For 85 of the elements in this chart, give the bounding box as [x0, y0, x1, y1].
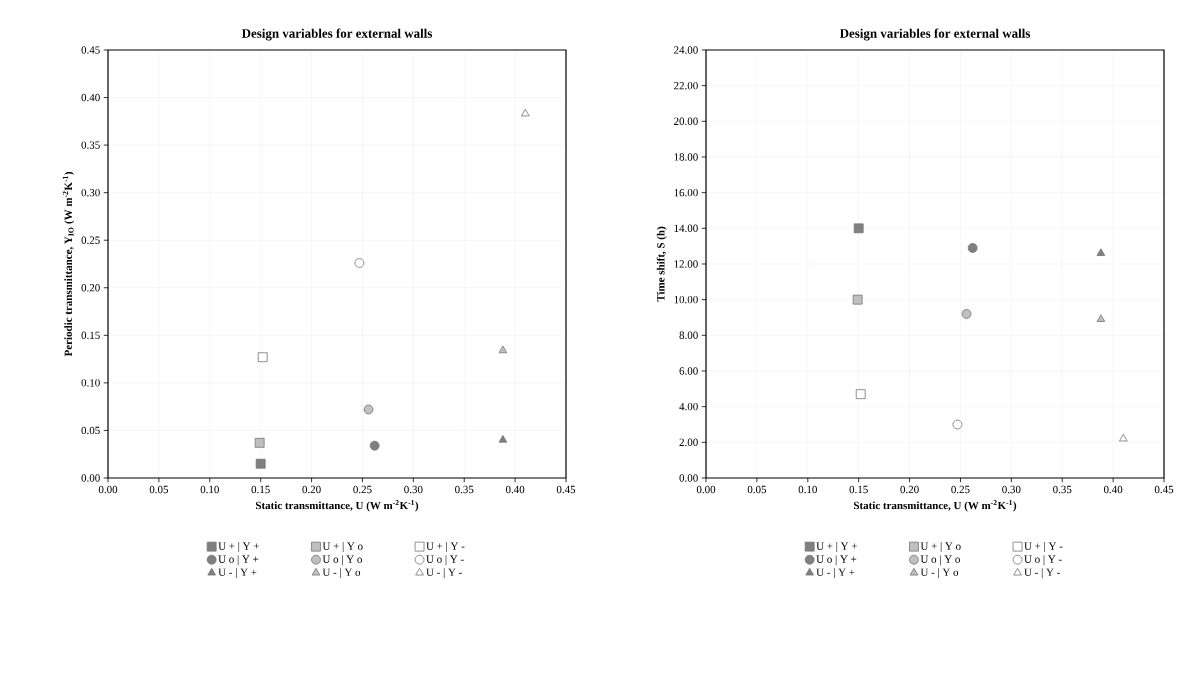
legend-label: U - | Y o: [920, 568, 959, 579]
point: [257, 352, 268, 363]
x-tick-label: 0.25: [353, 485, 372, 494]
x-tick-label: 0.15: [849, 485, 868, 494]
y-tick-label: 0.00: [679, 474, 698, 482]
point: [1119, 433, 1128, 442]
legend-label: U + | Y o: [322, 542, 363, 553]
point: [961, 309, 972, 319]
x-tick-label: 0.00: [98, 485, 118, 494]
point: [498, 345, 508, 354]
y-tick-label: 2.00: [679, 438, 698, 447]
x-tick-label: 0.45: [556, 485, 576, 494]
legend-label: U + | Y +: [218, 542, 259, 553]
legend-label: U o | Y o: [322, 555, 362, 566]
chart-title: Design variables for external walls: [839, 28, 1031, 41]
legend-label: U + | Y -: [426, 542, 465, 553]
legend-label: U - | Y -: [426, 568, 462, 579]
legend-label: U o | Y +: [816, 555, 857, 566]
point: [1096, 248, 1106, 256]
x-tick-label: 0.20: [302, 485, 321, 494]
legend-label: U + | Y -: [1024, 542, 1063, 553]
x-tick-label: 0.05: [747, 485, 767, 494]
x-tick-label: 0.00: [696, 485, 716, 494]
x-tick-label: 0.35: [1053, 485, 1072, 494]
x-axis-title: Static transmittance, U (W m$^{-2}$K$^{-1}$): [255, 500, 419, 512]
y-tick-label: 16.00: [674, 188, 698, 197]
legend-label: U o | Y -: [1024, 555, 1062, 566]
y-tick-label: 0.20: [81, 284, 100, 292]
y-tick-label: 0.45: [81, 46, 100, 54]
point: [855, 389, 866, 400]
y-tick-label: 14.00: [674, 224, 698, 233]
legend-label: U - | Y -: [1024, 568, 1060, 579]
y-tick-label: 0.40: [81, 93, 100, 102]
y-tick-label: 8.00: [679, 331, 698, 340]
point: [369, 440, 380, 451]
point: [853, 223, 864, 234]
legend-label: U + | Y o: [920, 542, 961, 553]
x-axis-title: Static transmittance, U (W m$^{-2}$K$^{-1}$): [853, 500, 1017, 512]
x-tick-label: 0.05: [149, 485, 169, 494]
x-tick-label: 0.15: [251, 485, 270, 494]
y-tick-label: 0.25: [81, 236, 100, 244]
y-tick-label: 0.35: [81, 141, 100, 149]
y-tick-label: 12.00: [674, 260, 698, 268]
y-axis-title: Time shift, S (h): [656, 226, 667, 302]
point: [1096, 314, 1106, 322]
y-tick-label: 0.15: [81, 331, 100, 340]
y-tick-label: 18.00: [674, 153, 698, 161]
x-tick-label: 0.25: [951, 485, 970, 494]
point: [852, 294, 863, 305]
point: [354, 258, 365, 268]
y-tick-label: 0.10: [81, 379, 100, 387]
x-tick-label: 0.30: [404, 485, 423, 494]
legend-label: U - | Y o: [322, 568, 361, 579]
x-tick-label: 0.10: [200, 485, 219, 494]
y-tick-label: 20.00: [674, 117, 698, 126]
y-tick-label: 0.30: [81, 188, 100, 197]
x-tick-label: 0.30: [1002, 485, 1021, 494]
point: [254, 437, 265, 448]
legend-label: U o | Y +: [218, 555, 259, 566]
point: [363, 404, 374, 415]
point: [952, 419, 963, 430]
y-tick-label: 24.00: [674, 46, 698, 54]
point: [255, 458, 266, 469]
legend-label: U o | Y o: [920, 555, 960, 566]
x-tick-label: 0.20: [900, 485, 919, 494]
x-tick-label: 0.40: [505, 485, 525, 494]
y-axis-title: Periodic transmittance, Y$_{IO}$ (W m$^{-2}$K$^{-1}$): [62, 172, 75, 357]
y-tick-label: 22.00: [674, 81, 698, 90]
x-tick-label: 0.35: [455, 485, 474, 494]
y-tick-label: 4.00: [679, 402, 698, 411]
y-tick-label: 0.05: [81, 426, 100, 435]
x-tick-label: 0.40: [1103, 485, 1123, 494]
x-tick-label: 0.10: [798, 485, 817, 494]
chart-title: Design variables for external walls: [241, 28, 433, 41]
legend-label: U + | Y +: [816, 542, 857, 553]
legend-label: U - | Y +: [816, 568, 855, 579]
point: [967, 243, 978, 253]
point: [521, 108, 530, 117]
legend-label: U o | Y -: [426, 555, 464, 566]
x-tick-label: 0.45: [1154, 485, 1174, 494]
point: [498, 435, 508, 443]
y-tick-label: 10.00: [674, 295, 698, 304]
y-tick-label: 6.00: [679, 367, 698, 375]
y-tick-label: 0.00: [81, 474, 100, 482]
legend-label: U - | Y +: [218, 568, 257, 579]
